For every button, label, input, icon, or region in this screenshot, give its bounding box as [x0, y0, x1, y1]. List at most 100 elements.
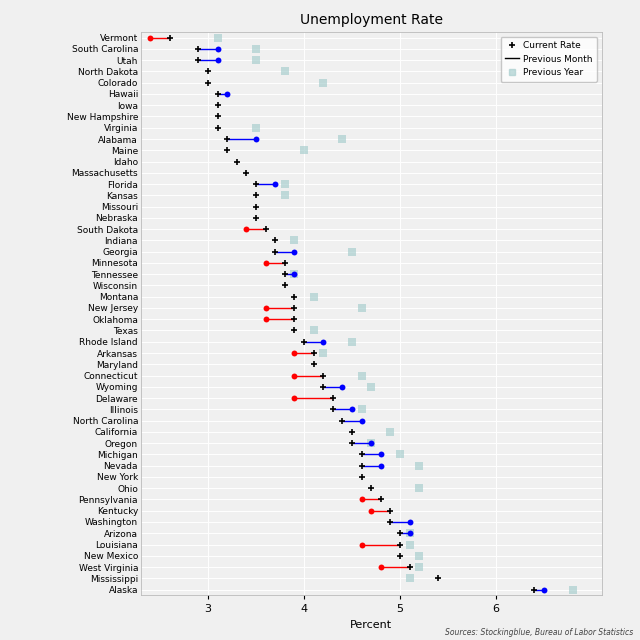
Point — [347, 427, 357, 437]
Point — [260, 258, 271, 268]
Point — [395, 550, 405, 561]
Point — [539, 584, 549, 595]
Point — [366, 381, 376, 392]
Point — [376, 562, 386, 572]
Point — [318, 381, 328, 392]
Point — [289, 269, 300, 279]
Point — [347, 337, 357, 347]
Point — [145, 33, 156, 43]
Point — [356, 540, 367, 550]
Point — [280, 280, 290, 291]
Point — [385, 517, 396, 527]
Title: Unemployment Rate: Unemployment Rate — [300, 13, 443, 27]
Point — [356, 303, 367, 313]
Point — [212, 111, 223, 122]
Point — [356, 371, 367, 381]
Point — [289, 236, 300, 246]
Point — [251, 55, 261, 65]
Point — [251, 134, 261, 144]
Point — [404, 528, 415, 538]
Point — [203, 67, 213, 77]
Point — [395, 528, 405, 538]
Point — [222, 134, 232, 144]
Point — [356, 404, 367, 415]
Point — [404, 528, 415, 538]
Point — [328, 393, 338, 403]
Point — [260, 303, 271, 313]
Point — [318, 337, 328, 347]
Point — [270, 246, 280, 257]
Point — [289, 303, 300, 313]
Point — [356, 461, 367, 471]
Point — [289, 325, 300, 335]
Point — [529, 584, 540, 595]
Point — [376, 461, 386, 471]
Point — [299, 145, 309, 156]
Point — [395, 449, 405, 460]
Point — [212, 33, 223, 43]
Point — [280, 258, 290, 268]
Point — [289, 348, 300, 358]
Point — [241, 224, 252, 234]
Point — [568, 584, 578, 595]
Point — [193, 55, 204, 65]
Point — [404, 562, 415, 572]
Point — [366, 483, 376, 493]
Point — [308, 292, 319, 302]
X-axis label: Percent: Percent — [350, 620, 392, 630]
Point — [280, 179, 290, 189]
Point — [289, 371, 300, 381]
Point — [308, 348, 319, 358]
Point — [404, 540, 415, 550]
Point — [203, 77, 213, 88]
Point — [212, 44, 223, 54]
Point — [347, 404, 357, 415]
Point — [270, 236, 280, 246]
Point — [289, 314, 300, 324]
Point — [376, 449, 386, 460]
Point — [366, 438, 376, 448]
Point — [337, 134, 348, 144]
Point — [241, 168, 252, 178]
Point — [193, 44, 204, 54]
Point — [385, 506, 396, 516]
Point — [289, 393, 300, 403]
Point — [280, 190, 290, 200]
Point — [337, 381, 348, 392]
Point — [308, 359, 319, 369]
Point — [366, 506, 376, 516]
Point — [318, 348, 328, 358]
Point — [356, 472, 367, 482]
Point — [414, 461, 424, 471]
Point — [289, 269, 300, 279]
Point — [251, 212, 261, 223]
Point — [308, 325, 319, 335]
Point — [299, 337, 309, 347]
Point — [414, 562, 424, 572]
Point — [404, 573, 415, 584]
Point — [328, 404, 338, 415]
Point — [212, 123, 223, 133]
Point — [232, 156, 242, 166]
Point — [222, 89, 232, 99]
Point — [318, 77, 328, 88]
Point — [251, 190, 261, 200]
Text: Sources: Stockingblue, Bureau of Labor Statistics: Sources: Stockingblue, Bureau of Labor S… — [445, 628, 634, 637]
Point — [251, 202, 261, 212]
Point — [251, 44, 261, 54]
Point — [289, 292, 300, 302]
Point — [289, 246, 300, 257]
Point — [356, 449, 367, 460]
Point — [414, 483, 424, 493]
Point — [395, 540, 405, 550]
Point — [212, 100, 223, 110]
Point — [356, 494, 367, 504]
Point — [433, 573, 444, 584]
Point — [212, 55, 223, 65]
Point — [280, 67, 290, 77]
Point — [385, 427, 396, 437]
Point — [376, 494, 386, 504]
Point — [260, 224, 271, 234]
Point — [414, 550, 424, 561]
Point — [347, 246, 357, 257]
